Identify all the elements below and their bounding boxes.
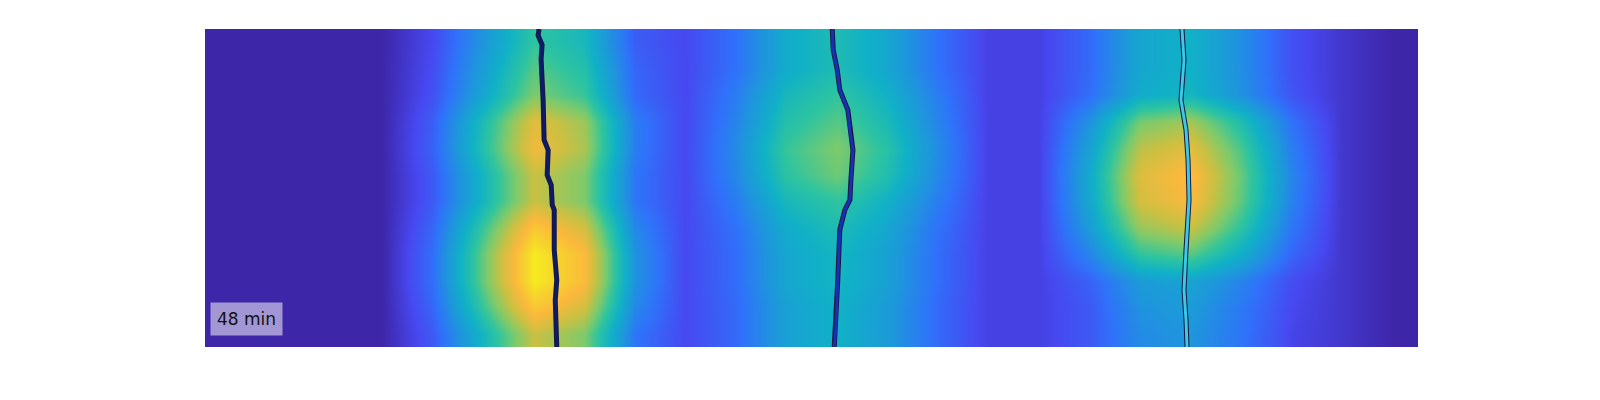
svg-text:48 min: 48 min [217,309,276,329]
